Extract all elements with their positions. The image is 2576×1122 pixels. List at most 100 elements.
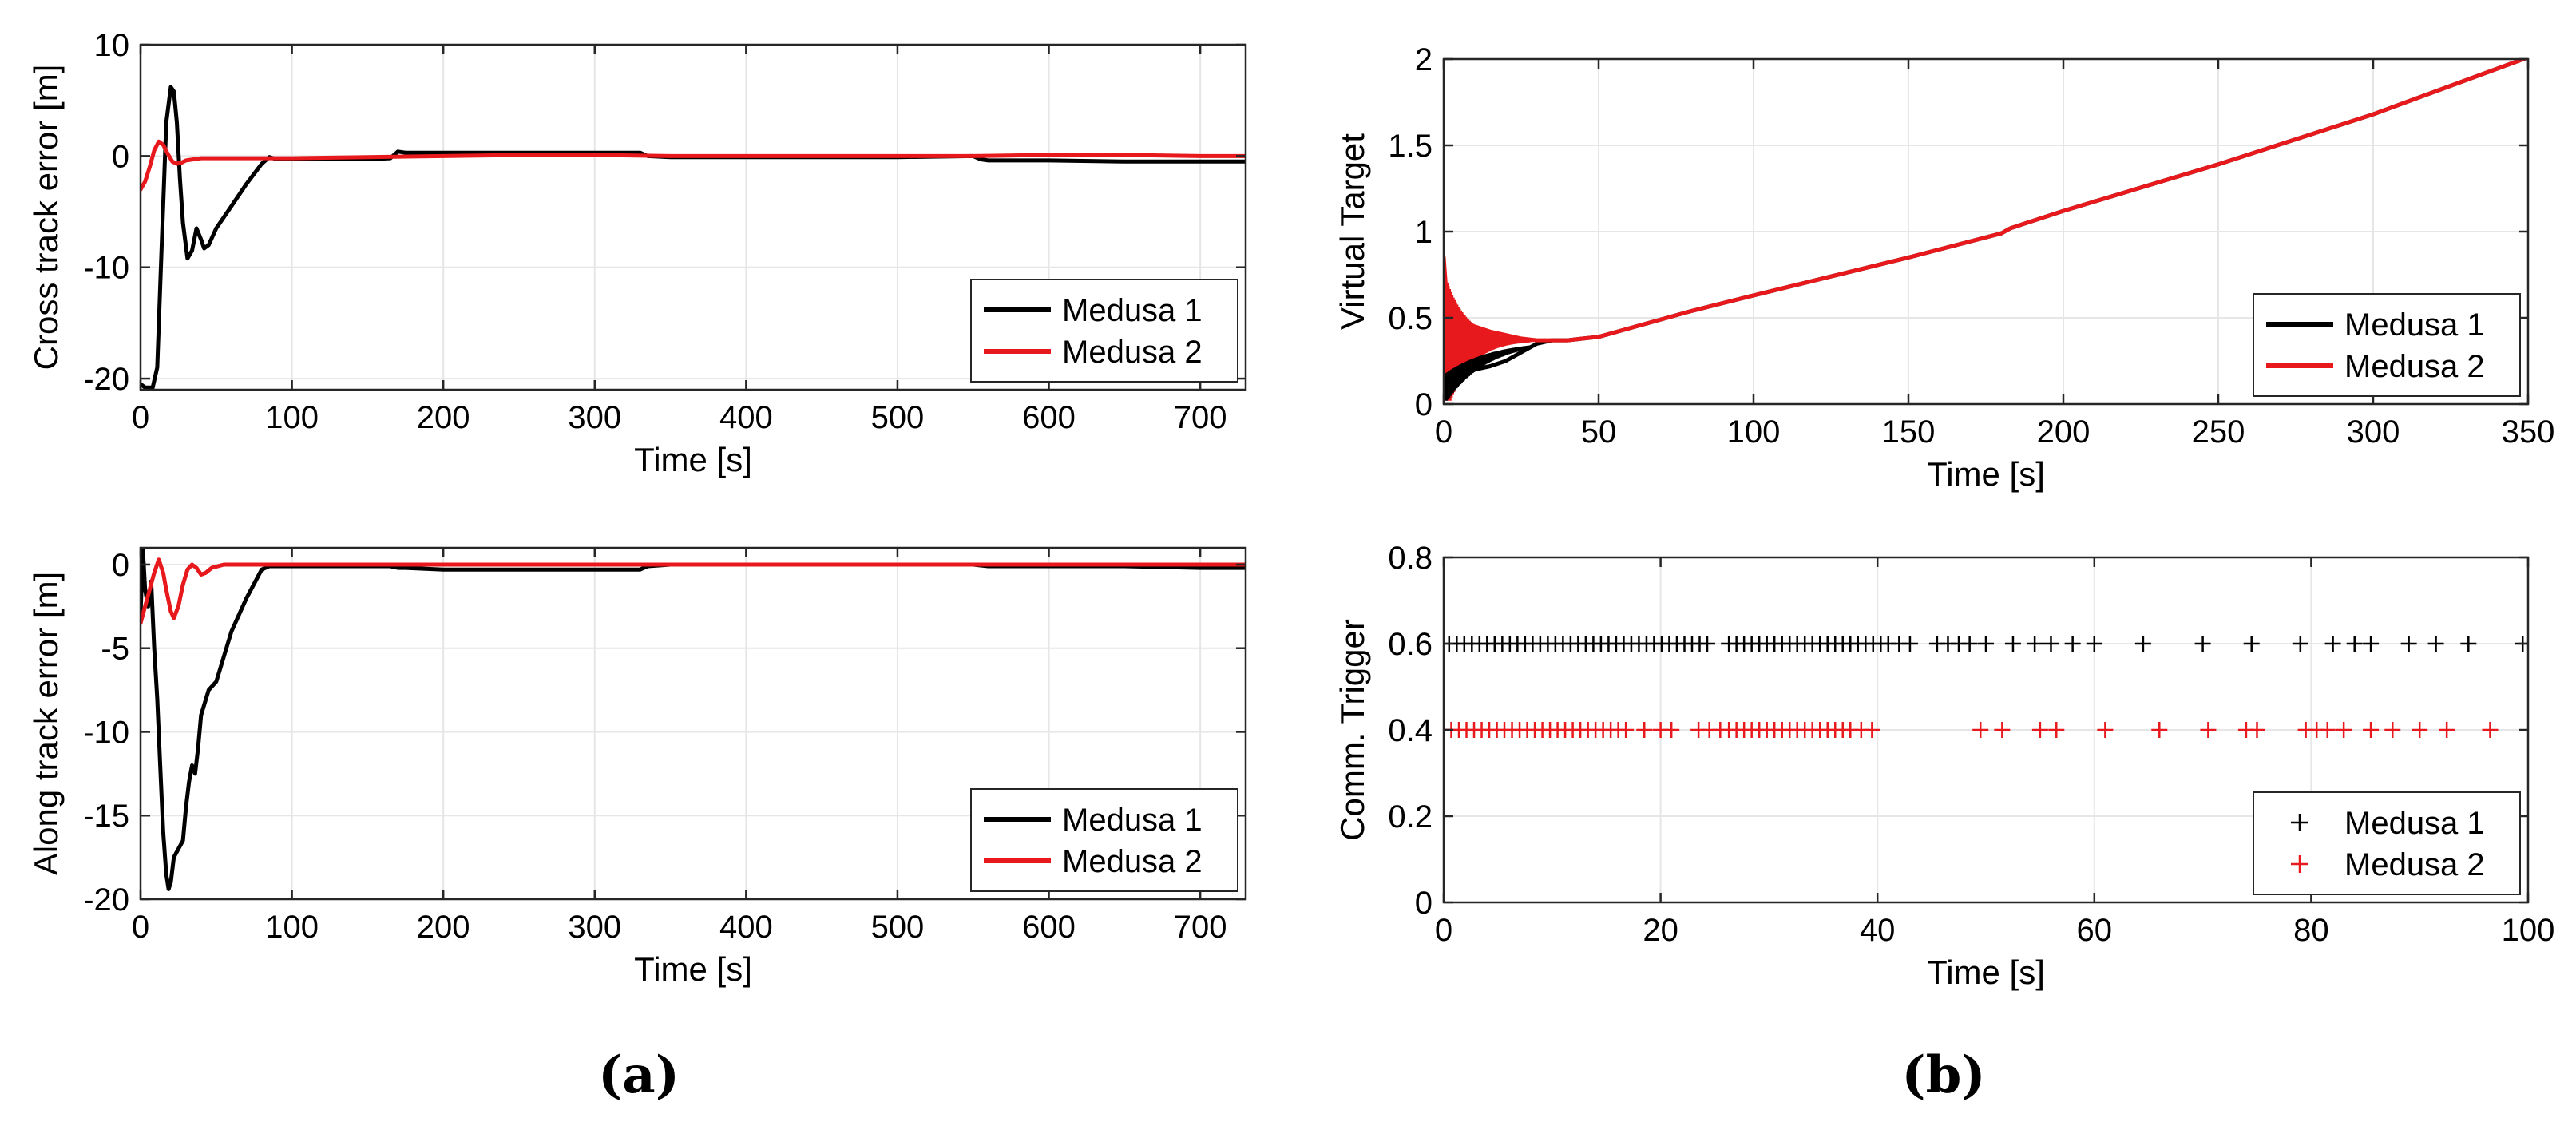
panel-label-a: (a) xyxy=(598,1045,680,1105)
data-point-2 xyxy=(1864,722,1880,738)
data-layer xyxy=(141,85,1246,390)
data-point-1 xyxy=(2292,636,2308,652)
data-point-1 xyxy=(2324,636,2341,652)
legend: Medusa 1 Medusa 2 xyxy=(2253,791,2521,895)
data-point-2 xyxy=(1972,722,1989,738)
x-tick-label: 700 xyxy=(1174,910,1227,945)
data-point-1 xyxy=(1901,636,1918,652)
legend-swatch-2 xyxy=(2291,855,2308,873)
y-tick-label: 0.6 xyxy=(1388,627,1433,662)
x-tick-label: 100 xyxy=(265,910,319,945)
data-point-2 xyxy=(2319,722,2336,738)
x-tick-label: 200 xyxy=(417,400,470,435)
data-point-1 xyxy=(2064,636,2081,652)
data-point-2 xyxy=(2384,722,2401,738)
x-tick-label: 400 xyxy=(719,910,773,945)
along-track-error-chart: 0 100 200 300 400 500 600 700 -20 -15 -10 -5 0 Time [… xyxy=(27,546,1247,988)
x-tick-label: 0 xyxy=(132,400,149,435)
axes-box xyxy=(139,43,1247,391)
x-tick-label: 700 xyxy=(1174,400,1227,435)
data-point-2 xyxy=(1663,722,1680,738)
data-point-1 xyxy=(2134,636,2151,652)
legend-label-1: Medusa 1 xyxy=(2344,806,2485,841)
data-point-1 xyxy=(2027,636,2043,652)
x-tick-label: 350 xyxy=(2502,414,2555,450)
data-point-1 xyxy=(2460,636,2477,652)
data-point-2 xyxy=(2200,722,2217,738)
data-point-2 xyxy=(2482,722,2499,738)
data-point-2 xyxy=(1618,722,1635,738)
y-axis-label: Comm. Trigger xyxy=(1334,619,1371,841)
data-point-2 xyxy=(2336,722,2352,738)
legend: Medusa 1 Medusa 2 xyxy=(2253,293,2521,397)
x-tick-label: 60 xyxy=(2077,913,2113,948)
data-layer xyxy=(1444,636,2528,738)
data-point-2 xyxy=(2031,722,2048,738)
x-axis-label: Time [s] xyxy=(1927,455,2045,493)
y-tick-label: 1 xyxy=(1415,215,1433,250)
y-tick-label: 0.4 xyxy=(1388,713,1433,748)
x-tick-label: 250 xyxy=(2192,414,2245,450)
x-tick-label: 100 xyxy=(1727,414,1781,450)
legend-label-2: Medusa 2 xyxy=(1062,844,1203,879)
y-tick-label: 0.8 xyxy=(1388,541,1433,576)
data-point-1 xyxy=(2427,636,2444,652)
x-tick-label: 500 xyxy=(871,400,925,435)
x-tick-label: 100 xyxy=(265,400,319,435)
y-tick-label: 0 xyxy=(1415,886,1433,921)
y-axis-label: Cross track error [m] xyxy=(27,65,65,371)
y-tick-label: -10 xyxy=(83,251,129,286)
data-point-2 xyxy=(2097,722,2114,738)
legend-box xyxy=(970,279,1238,383)
series-line-2 xyxy=(141,557,1246,625)
x-tick-label: 300 xyxy=(568,400,621,435)
data-point-1 xyxy=(2243,636,2260,652)
x-tick-label: 50 xyxy=(1581,414,1617,450)
x-tick-label: 600 xyxy=(1022,910,1076,945)
x-tick-label: 20 xyxy=(1643,913,1678,948)
data-point-2 xyxy=(2151,722,2168,738)
x-tick-label: 400 xyxy=(719,400,773,435)
data-point-1 xyxy=(2363,636,2380,652)
data-point-2 xyxy=(2048,722,2065,738)
x-tick-label: 100 xyxy=(2502,913,2555,948)
cross-track-error-chart: 0 100 200 300 400 500 600 700 -20 -10 0 10 Time [s] C… xyxy=(27,28,1247,478)
data-point-1 xyxy=(1978,636,1994,652)
y-tick-label: 0.5 xyxy=(1388,301,1433,336)
x-tick-label: 80 xyxy=(2293,913,2329,948)
x-tick-label: 0 xyxy=(1435,414,1452,450)
legend-label-2: Medusa 2 xyxy=(2344,847,2485,882)
y-tick-label: 0 xyxy=(112,548,129,583)
x-axis-label: Time [s] xyxy=(634,441,752,478)
data-layer xyxy=(141,548,1246,891)
legend-box xyxy=(2253,791,2521,895)
y-tick-label: 10 xyxy=(94,28,130,63)
data-point-2 xyxy=(2412,722,2428,738)
y-tick-label: 0 xyxy=(1415,387,1433,422)
y-tick-label: -15 xyxy=(83,799,129,834)
x-tick-label: 200 xyxy=(417,910,470,945)
data-point-2 xyxy=(1636,722,1653,738)
data-point-1 xyxy=(2043,636,2059,652)
y-tick-label: 2 xyxy=(1415,42,1433,77)
data-point-2 xyxy=(2439,722,2455,738)
series-oscillation-1 xyxy=(1444,345,1532,401)
legend-box xyxy=(2253,293,2521,397)
legend-label-1: Medusa 1 xyxy=(2344,307,2485,343)
x-tick-label: 300 xyxy=(2347,414,2400,450)
y-tick-label: -20 xyxy=(83,882,129,918)
virtual-target-chart: 0 50 100 150 200 250 300 350 0 0.5 1 1.5 2 Time [s] Vi… xyxy=(1334,42,2554,493)
y-axis-label: Along track error [m] xyxy=(27,572,65,875)
panel-label-b: (b) xyxy=(1901,1045,1985,1105)
series-line-2 xyxy=(141,139,1246,192)
y-tick-label: 1.5 xyxy=(1388,129,1433,164)
data-point-1 xyxy=(1961,636,1978,652)
data-point-1 xyxy=(2194,636,2211,652)
x-tick-label: 500 xyxy=(871,910,925,945)
data-point-1 xyxy=(2400,636,2417,652)
y-tick-label: -5 xyxy=(101,632,129,667)
x-tick-label: 40 xyxy=(1860,913,1896,948)
data-point-1 xyxy=(2004,636,2021,652)
comm-trigger-chart: 0 20 40 60 80 100 0 0.2 0.4 0.6 0.8 Time [s] Comm. T… xyxy=(1334,541,2554,991)
